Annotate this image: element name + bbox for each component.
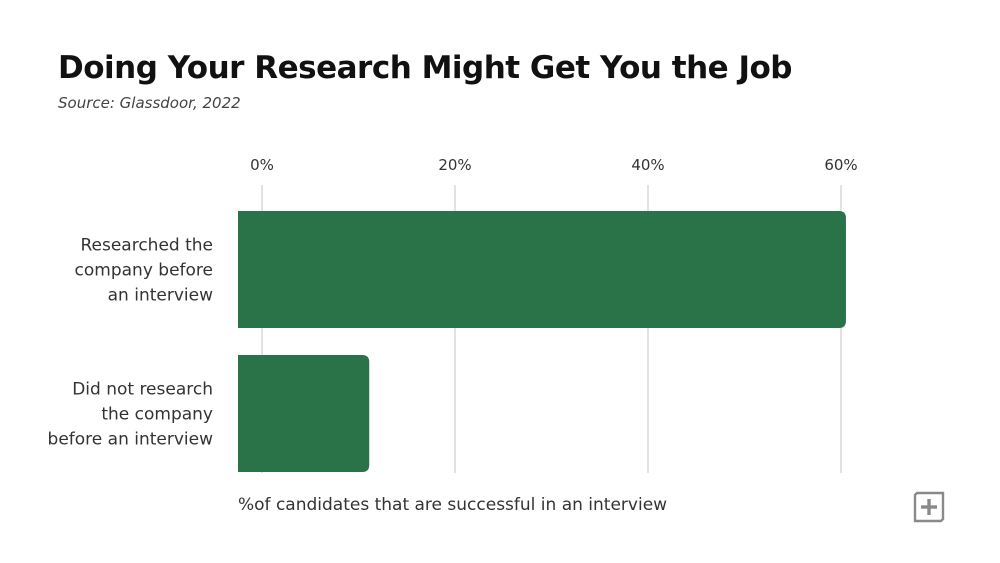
x-tick-labels: 0% 20% 40% 60%	[250, 156, 858, 174]
category-labels: Researched the company before an interview…	[48, 236, 214, 450]
x-axis-label: %of candidates that are successful in an…	[238, 495, 668, 515]
category-label-line: the company	[101, 405, 213, 425]
x-tick-label: 60%	[824, 156, 857, 174]
bars	[238, 211, 846, 472]
category-label: Researched the company before an interview	[75, 236, 214, 306]
bar	[238, 211, 846, 328]
chart-source: Source: Glassdoor, 2022	[58, 94, 241, 112]
x-tick-label: 20%	[438, 156, 471, 174]
plus-square-logo-icon	[913, 491, 945, 523]
category-label-line: before an interview	[48, 430, 214, 450]
category-label-line: Researched the	[80, 236, 213, 256]
category-label-line: company before	[75, 261, 213, 281]
x-tick-label: 0%	[250, 156, 274, 174]
category-label-line: Did not research	[72, 380, 213, 400]
bar	[238, 355, 370, 472]
chart-title: Doing Your Research Might Get You the Jo…	[58, 50, 793, 86]
category-label-line: an interview	[108, 286, 213, 306]
category-label: Did not research the company before an int…	[48, 380, 214, 450]
x-tick-label: 40%	[631, 156, 664, 174]
